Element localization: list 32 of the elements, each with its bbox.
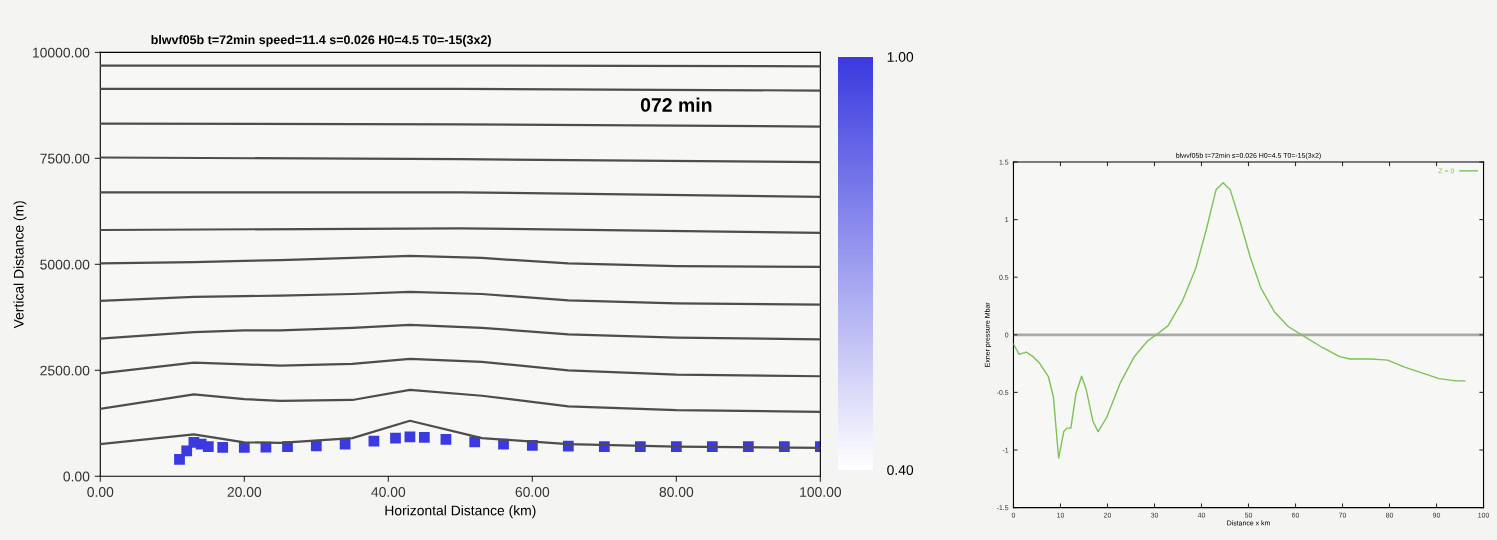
point: [469, 436, 481, 448]
chart-title: blwvf05b t=72min speed=11.4 s=0.026 H0=4.5 T0=-15(3x2): [151, 34, 491, 47]
point: [404, 431, 416, 443]
x-tick-label: 0.00: [87, 487, 114, 497]
point: [202, 441, 214, 452]
x-tick-label: 40.00: [371, 487, 406, 497]
y-tick-label: 0.00: [63, 471, 90, 482]
x-tick-label: 100.00: [800, 487, 842, 497]
line-series: [100, 254, 821, 268]
y-tick-label: 5000.00: [40, 259, 90, 270]
line-series: [100, 323, 821, 341]
line-series: [100, 290, 821, 306]
y-axis-title: Vertical Distance (m): [13, 201, 27, 329]
x-tick-label: 80.00: [659, 487, 694, 497]
y-tick-label: 10000.00: [33, 47, 90, 58]
color-bar-label: 1.00: [887, 52, 914, 62]
line-series: [1013, 182, 1466, 459]
point: [217, 442, 229, 453]
x-tick-label: 20.00: [227, 487, 262, 497]
annotation: 072 min: [640, 97, 712, 112]
x-axis-title: Horizontal Distance (km): [385, 505, 536, 519]
line-series: [100, 388, 821, 413]
point: [174, 453, 185, 465]
point: [440, 434, 452, 445]
x-tick-label: 60.00: [515, 487, 550, 497]
point: [390, 432, 401, 444]
point: [181, 445, 193, 457]
point: [418, 431, 430, 443]
line-series: [100, 357, 821, 378]
y-tick-label: 2500.00: [40, 365, 90, 376]
y-tick-label: 7500.00: [40, 153, 90, 164]
color-bar-label: 0.40: [887, 465, 914, 475]
